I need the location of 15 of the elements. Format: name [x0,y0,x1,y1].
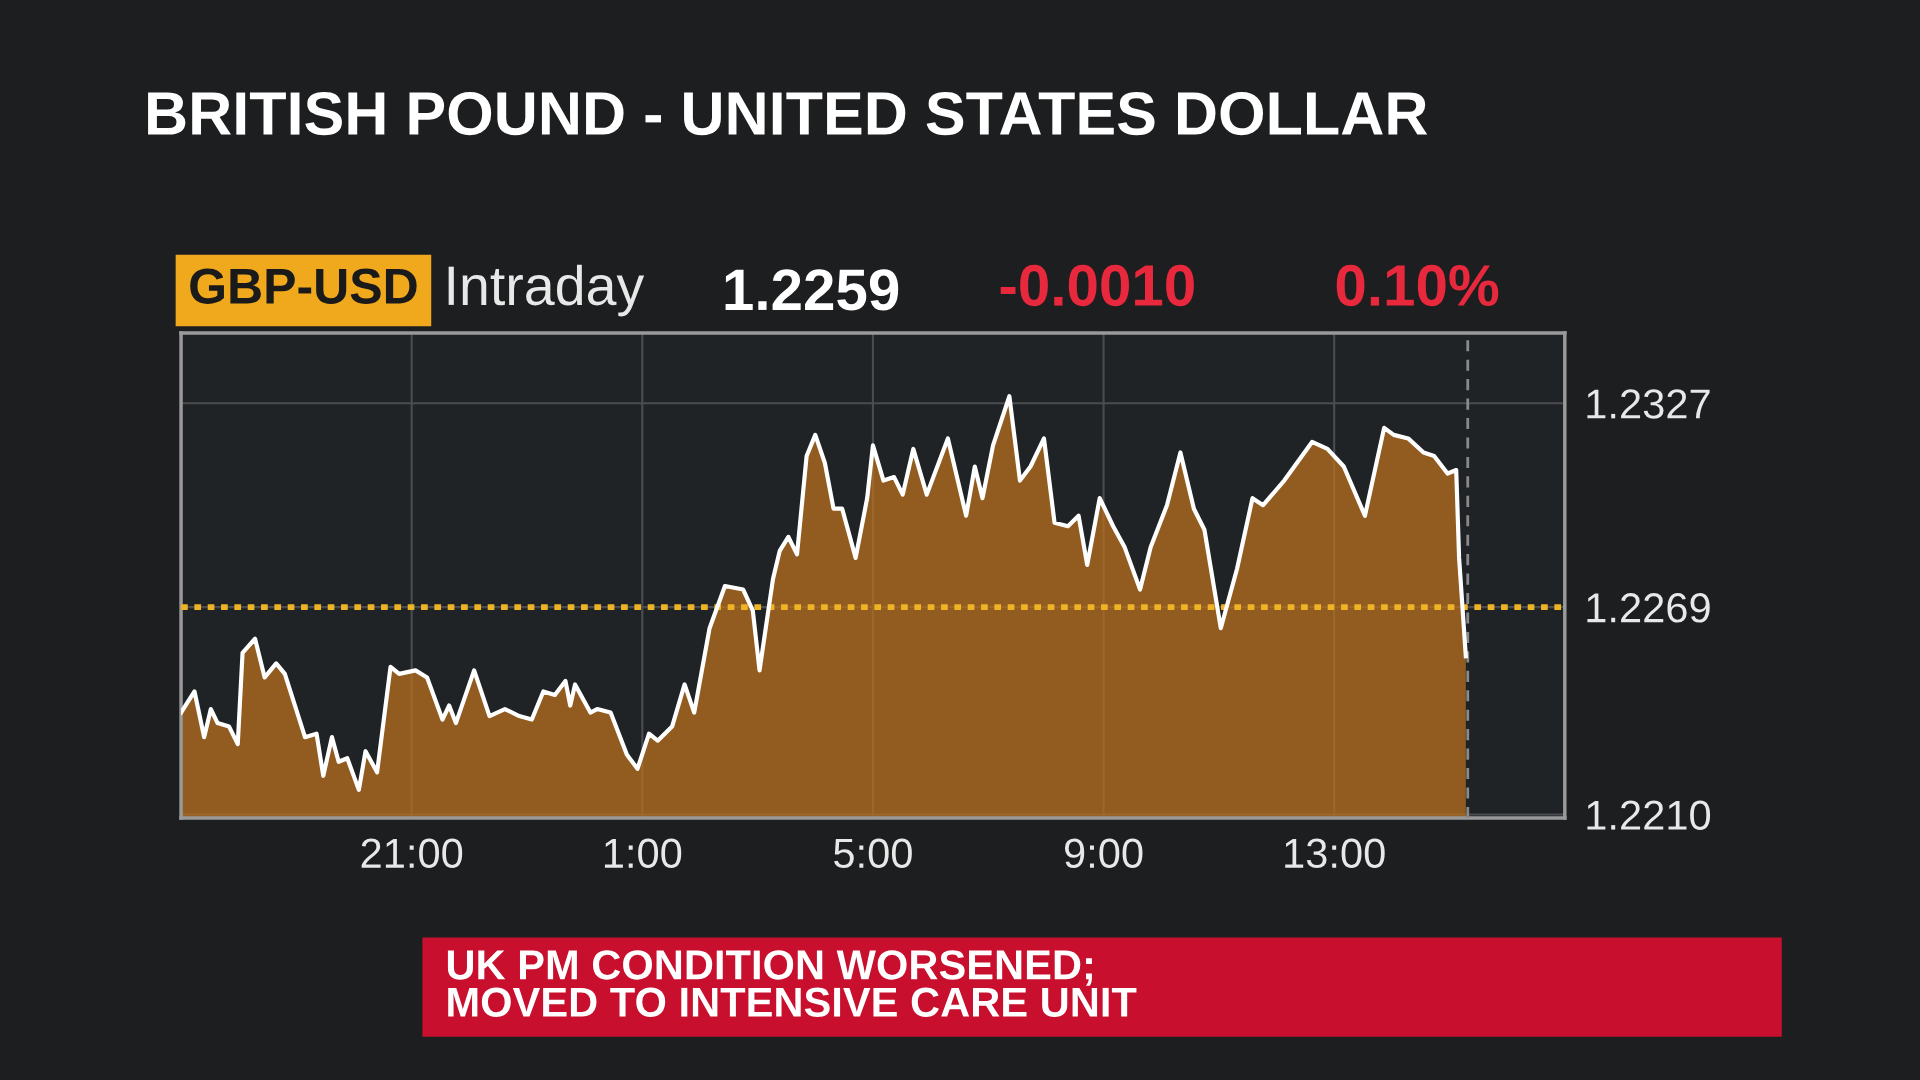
x-tick-label: 5:00 [834,838,912,869]
y-tick-label: 1.2210 [1587,800,1711,830]
text: UK PM CONDITION WORSENED; MOVED TO INTENSIVE CARE UNIT [447,950,1137,1017]
y-tick-label: 1.2327 [1587,389,1710,419]
x-tick-label: 13:00 [1285,838,1385,869]
text: GBP-USD [190,268,417,304]
text: Intraday [448,264,645,317]
x-tick-label: 1:00 [604,838,682,869]
x-tick-label: 21:00 [361,838,463,869]
text: 1.2259 [725,269,899,311]
text: 0.10% [1336,264,1499,307]
text: -0.0010 [1000,264,1194,307]
chart-title: BRITISH POUND - UNITED STATES DOLLAR [148,91,1428,136]
x-tick-label: 9:00 [1064,838,1143,869]
y-tick-label: 1.2269 [1587,593,1710,623]
